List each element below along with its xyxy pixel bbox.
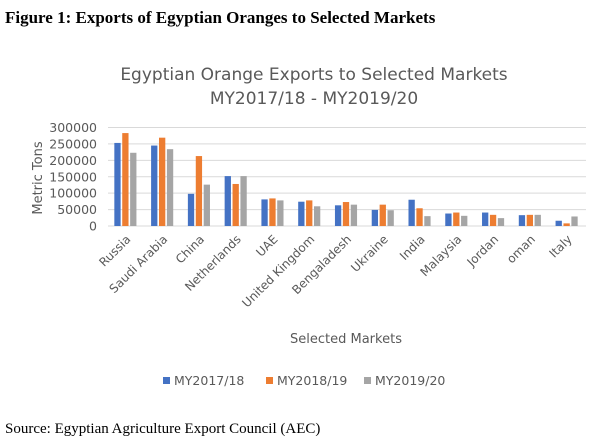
- bar-my2018-19: [379, 204, 386, 226]
- bar-my2017-18: [371, 209, 379, 226]
- bar-my2019-20: [203, 184, 210, 226]
- bar-my2018-19: [232, 183, 239, 226]
- legend-swatch: [364, 377, 371, 384]
- bar-my2017-18: [187, 193, 195, 226]
- bar-my2018-19: [416, 208, 423, 226]
- chart-title: Egyptian Orange Exports to Selected Mark…: [120, 65, 507, 85]
- bar-my2019-20: [424, 216, 431, 226]
- y-tick-label: 50000: [57, 202, 97, 217]
- legend-label: MY2019/20: [375, 373, 445, 388]
- bar-my2019-20: [534, 214, 541, 226]
- bar-my2018-19: [122, 133, 129, 226]
- y-tick-label: 250000: [49, 136, 97, 151]
- bar-my2019-20: [277, 200, 284, 226]
- bar-my2018-19: [269, 198, 276, 226]
- y-tick-label: 200000: [49, 153, 97, 168]
- bar-my2019-20: [497, 218, 505, 226]
- bar-my2018-19: [526, 214, 533, 226]
- bar-my2017-18: [114, 142, 121, 226]
- bar-my2018-19: [306, 200, 313, 226]
- bar-my2018-19: [342, 202, 350, 226]
- bar-my2019-20: [571, 216, 578, 226]
- bar-my2017-18: [482, 212, 489, 226]
- bar-my2017-18: [555, 220, 562, 226]
- bar-my2017-18: [224, 176, 231, 226]
- bar-my2019-20: [387, 210, 394, 226]
- legend-swatch: [163, 377, 170, 384]
- x-tick-label: Italy: [546, 232, 574, 260]
- x-tick-label: Ukraine: [348, 232, 391, 275]
- bar-my2019-20: [350, 204, 358, 226]
- bar-my2017-18: [445, 213, 452, 226]
- chart-subtitle: MY2017/18 - MY2019/20: [210, 89, 418, 109]
- source-note: Source: Egyptian Agriculture Export Coun…: [5, 421, 321, 437]
- bar-my2017-18: [261, 199, 268, 226]
- bar-my2018-19: [563, 223, 570, 226]
- y-tick-label: 150000: [49, 169, 97, 184]
- bar-my2017-18: [151, 145, 158, 226]
- bar-my2017-18: [334, 205, 342, 226]
- bar-my2019-20: [461, 215, 468, 226]
- legend-swatch: [266, 377, 273, 384]
- x-tick-label: Jordan: [464, 232, 502, 270]
- bar-my2017-18: [298, 201, 305, 226]
- legend-label: MY2017/18: [174, 373, 244, 388]
- figure-title: Figure 1: Exports of Egyptian Oranges to…: [5, 8, 436, 27]
- x-tick-label: oman: [504, 232, 538, 266]
- bar-my2017-18: [518, 215, 526, 226]
- x-tick-label: UAE: [253, 232, 280, 259]
- bar-my2019-20: [240, 176, 247, 226]
- bar-my2019-20: [166, 149, 174, 226]
- bar-my2019-20: [130, 152, 137, 226]
- bar-my2017-18: [408, 199, 415, 226]
- bar-my2018-19: [489, 214, 497, 226]
- bar-my2018-19: [453, 212, 460, 226]
- legend-label: MY2018/19: [277, 373, 347, 388]
- x-tick-label: China: [173, 232, 207, 266]
- x-tick-label: India: [397, 232, 428, 263]
- bar-my2018-19: [195, 156, 203, 226]
- bar-my2019-20: [313, 206, 321, 226]
- y-tick-label: 0: [89, 219, 97, 234]
- x-axis-label: Selected Markets: [290, 332, 402, 347]
- y-tick-label: 300000: [49, 120, 97, 135]
- bar-my2018-19: [159, 137, 166, 226]
- y-tick-label: 100000: [49, 186, 97, 201]
- y-axis-label: Metric Tons: [31, 141, 46, 214]
